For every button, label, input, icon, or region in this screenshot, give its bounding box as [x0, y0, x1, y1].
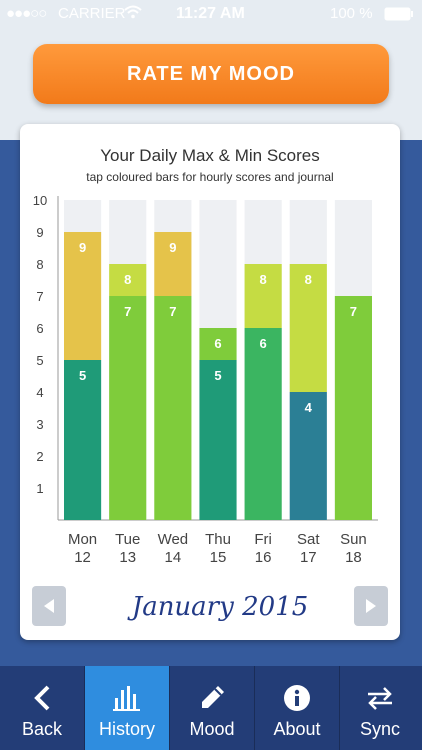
clock: 11:27 AM: [176, 5, 245, 22]
battery-label: 100 %: [330, 5, 373, 22]
tab-back[interactable]: Back: [0, 666, 84, 750]
tab-bar: Back History Mood About Sync: [0, 666, 422, 750]
bar-max-segment[interactable]: [289, 264, 327, 392]
status-bar: ●●●○○ CARRIER 11:27 AM 100 %: [0, 0, 422, 28]
x-tick-day: Tue: [115, 531, 140, 548]
sync-icon: [338, 682, 422, 714]
bar-max-label: 8: [124, 272, 131, 287]
x-tick-date: 17: [300, 549, 317, 566]
x-tick-date: 18: [345, 549, 362, 566]
bar-min-segment[interactable]: [289, 392, 327, 520]
y-tick-label: 2: [36, 449, 43, 464]
month-label: January 2015: [131, 592, 309, 622]
bar-max-label: 9: [169, 240, 176, 255]
bar-min-label: 6: [260, 336, 267, 351]
battery-icon: [384, 7, 414, 25]
y-tick-label: 1: [36, 481, 43, 496]
bar-max-label: 6: [214, 336, 221, 351]
y-tick-label: 10: [33, 193, 47, 208]
mood-bar-chart: 1234567891095Mon1287Tue1397Wed1465Thu158…: [33, 193, 378, 566]
x-tick-day: Thu: [205, 531, 231, 548]
tab-label: About: [273, 719, 321, 739]
bar-min-segment[interactable]: [154, 296, 192, 520]
tab-divider: [254, 666, 255, 750]
triangle-right-icon: [366, 599, 376, 613]
y-tick-label: 7: [36, 289, 43, 304]
y-tick-label: 8: [36, 257, 43, 272]
tab-label: Mood: [189, 719, 235, 739]
carrier-label: CARRIER: [58, 5, 126, 22]
x-tick-date: 12: [74, 549, 91, 566]
bar-min-segment[interactable]: [334, 296, 372, 520]
bar-max-label: 8: [305, 272, 312, 287]
signal-icon: ●●●○○: [6, 5, 47, 22]
bar-max-segment[interactable]: [244, 264, 282, 328]
chart-title: Your Daily Max & Min Scores: [100, 146, 320, 165]
rate-my-mood-button[interactable]: RATE MY MOOD: [33, 44, 389, 104]
bar-min-label: 4: [305, 400, 313, 415]
bar-min-label: 5: [79, 368, 86, 383]
bar-min-label: 7: [350, 304, 357, 319]
x-tick-day: Fri: [254, 531, 272, 548]
x-tick-day: Sun: [340, 531, 367, 548]
bar-min-segment[interactable]: [64, 360, 102, 520]
tab-mood[interactable]: Mood: [170, 666, 254, 750]
tab-label: History: [98, 719, 155, 739]
x-tick-date: 13: [119, 549, 136, 566]
x-tick-day: Wed: [158, 531, 189, 548]
x-tick-date: 16: [255, 549, 272, 566]
wifi-icon: [124, 5, 142, 23]
y-tick-label: 9: [36, 225, 43, 240]
y-tick-label: 3: [36, 417, 43, 432]
tab-sync[interactable]: Sync: [338, 666, 422, 750]
next-month-button[interactable]: [354, 586, 388, 626]
y-tick-label: 6: [36, 321, 43, 336]
chart-subtitle: tap coloured bars for hourly scores and …: [86, 170, 334, 184]
bar-max-segment[interactable]: [199, 328, 237, 360]
pencil-icon: [170, 682, 254, 714]
x-tick-day: Sat: [297, 531, 320, 548]
triangle-left-icon: [44, 599, 54, 613]
tab-divider: [84, 666, 85, 750]
bar-max-segment[interactable]: [154, 232, 192, 296]
tab-divider: [169, 666, 170, 750]
chart-card: Your Daily Max & Min Scores tap coloured…: [20, 124, 400, 640]
bar-min-segment[interactable]: [244, 328, 282, 520]
bar-max-segment[interactable]: [109, 264, 147, 296]
tab-about[interactable]: About: [255, 666, 339, 750]
bar-max-label: 9: [79, 240, 86, 255]
bar-min-label: 7: [124, 304, 131, 319]
bar-max-label: 8: [260, 272, 267, 287]
bar-max-segment[interactable]: [64, 232, 102, 360]
prev-month-button[interactable]: [32, 586, 66, 626]
tab-history[interactable]: History: [85, 666, 169, 750]
info-icon: [255, 682, 339, 714]
x-tick-date: 14: [165, 549, 182, 566]
bar-chart-icon: [85, 682, 169, 714]
chevron-left-icon: [0, 682, 84, 714]
x-tick-date: 15: [210, 549, 227, 566]
bar-min-segment[interactable]: [199, 360, 237, 520]
bar-min-segment[interactable]: [109, 296, 147, 520]
y-tick-label: 4: [36, 385, 43, 400]
tab-label: Back: [21, 719, 63, 739]
bar-min-label: 5: [214, 368, 221, 383]
x-tick-day: Mon: [68, 531, 97, 548]
tab-divider: [339, 666, 340, 750]
bar-min-label: 7: [169, 304, 176, 319]
tab-label: Sync: [359, 719, 401, 739]
y-tick-label: 5: [36, 353, 43, 368]
